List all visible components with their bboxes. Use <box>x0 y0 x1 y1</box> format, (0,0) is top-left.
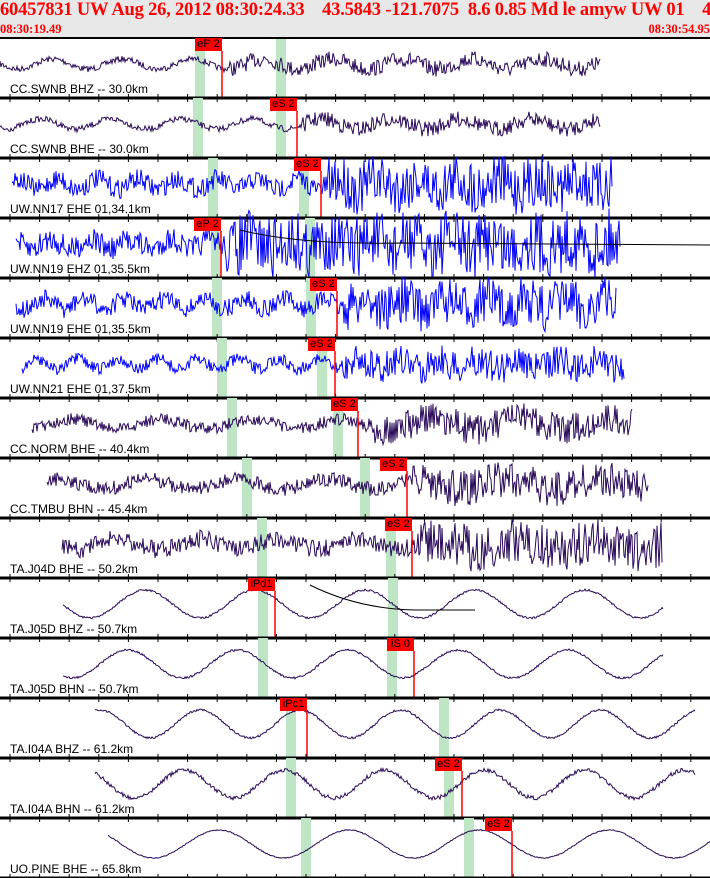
pick-window <box>258 638 268 698</box>
pick-window <box>227 398 237 458</box>
pick-window <box>333 398 343 458</box>
waveform <box>21 345 625 384</box>
trace-label: CC.TMBU BHN -- 45.4km <box>10 502 148 516</box>
pick-window <box>286 758 296 818</box>
waveform <box>94 708 696 740</box>
trace-label: UW.NN21 EHE 01,37.5km <box>10 382 151 396</box>
pick-window <box>193 98 203 158</box>
pick-window <box>242 458 252 518</box>
waveform <box>15 275 617 334</box>
pick-window <box>286 698 296 758</box>
trace-label: TA.J05D BHZ -- 50.7km <box>10 622 138 636</box>
phase-pick-flag[interactable]: eS 2 <box>331 398 358 411</box>
phase-pick-flag[interactable]: eS 2 <box>310 278 337 291</box>
trace-label: UW.NN19 EHE 01,35.5km <box>10 322 151 336</box>
phase-pick-flag[interactable]: eS 2 <box>385 518 412 531</box>
trace-label: TA.J05D BHN -- 50.7km <box>10 682 139 696</box>
trace-label: CC.SWNB BHE -- 30.0km <box>10 142 149 156</box>
travel-time-curve <box>309 584 475 611</box>
trace-label: UW.NN19 EHZ 01,35.5km <box>10 262 151 276</box>
phase-pick-flag[interactable]: iPd1 <box>248 578 275 591</box>
trace-label: UW.NN17 EHE 01,34.1km <box>10 202 151 216</box>
pick-window <box>439 698 449 758</box>
pick-window <box>386 518 396 578</box>
waveform <box>107 829 710 860</box>
pick-window <box>464 818 474 878</box>
pick-window <box>258 578 268 638</box>
trace-label: TA.J04D BHE -- 50.2km <box>10 562 138 576</box>
waveform <box>0 50 601 78</box>
pick-window <box>301 818 311 878</box>
waveform <box>62 588 664 620</box>
pick-window <box>317 338 327 398</box>
trace-label: UO.PINE BHE -- 65.8km <box>10 862 142 876</box>
waveform <box>46 462 649 507</box>
end-time: 08:30:54.95 <box>648 22 710 36</box>
pick-window <box>444 758 454 818</box>
pick-window <box>211 218 221 278</box>
phase-pick-flag[interactable]: iPc1 <box>280 698 307 711</box>
phase-pick-flag[interactable]: eS 2 <box>435 758 462 771</box>
start-time: 08:30:19.49 <box>0 22 62 36</box>
event-title: 60457831 UW Aug 26, 2012 08:30:24.33 43.… <box>0 0 710 20</box>
waveform <box>0 111 601 137</box>
trace-label: TA.I04A BHN -- 61.2km <box>10 802 135 816</box>
pick-window <box>387 638 397 698</box>
pick-window <box>276 98 286 158</box>
waveform <box>11 155 613 215</box>
phase-pick-flag[interactable]: iS 0 <box>387 638 414 651</box>
phase-pick-flag[interactable]: eS 2 <box>485 818 512 831</box>
pick-window <box>276 38 286 98</box>
phase-pick-flag[interactable]: eS 2 <box>270 98 297 111</box>
phase-pick-flag[interactable]: eS 2 <box>380 458 407 471</box>
pick-window <box>217 338 227 398</box>
phase-pick-flag[interactable]: eS 2 <box>294 158 321 171</box>
phase-pick-flag[interactable]: eP 2 <box>194 218 221 231</box>
waveform <box>15 208 621 280</box>
trace-label: TA.I04A BHZ -- 61.2km <box>10 742 134 756</box>
travel-time-curve <box>239 229 710 246</box>
phase-pick-flag[interactable]: eS 2 <box>308 338 335 351</box>
pick-window <box>195 38 205 98</box>
trace-label: CC.NORM BHE -- 40.4km <box>10 442 150 456</box>
pick-window <box>388 578 398 638</box>
trace-label: CC.SWNB BHZ -- 30.0km <box>10 82 149 96</box>
event-header: 60457831 UW Aug 26, 2012 08:30:24.33 43.… <box>0 0 710 38</box>
phase-pick-flag[interactable]: eP 2 <box>195 38 222 51</box>
waveform <box>94 767 696 801</box>
waveform <box>61 518 663 572</box>
pick-window <box>360 458 370 518</box>
pick-window <box>257 518 267 578</box>
waveform <box>31 403 633 447</box>
waveform <box>63 648 664 680</box>
pick-window <box>299 158 309 218</box>
